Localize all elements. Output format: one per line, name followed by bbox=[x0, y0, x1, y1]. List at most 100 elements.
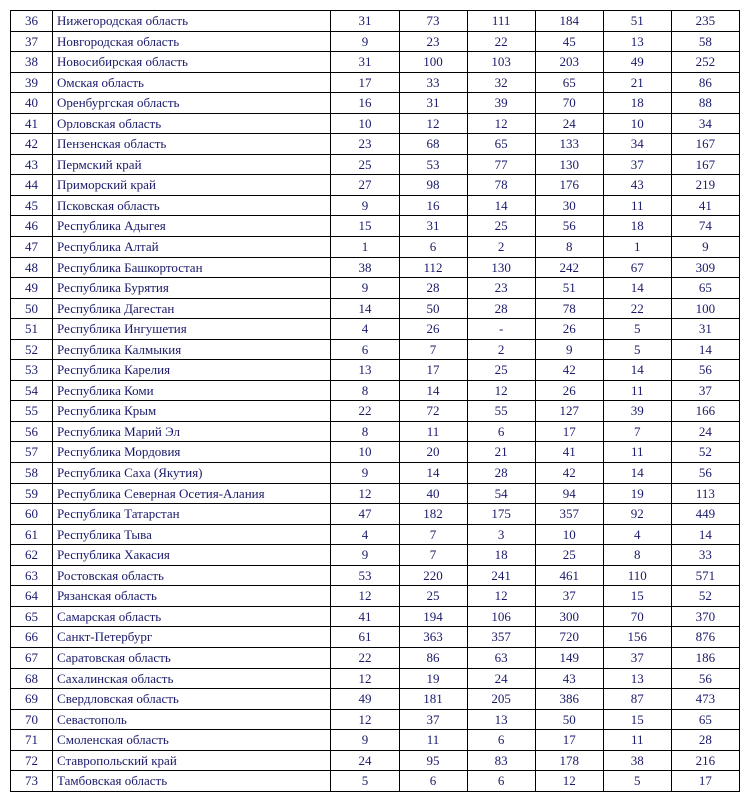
value-cell: 6 bbox=[331, 339, 399, 360]
value-cell: 216 bbox=[671, 750, 739, 771]
row-number: 65 bbox=[11, 606, 53, 627]
value-cell: 65 bbox=[467, 134, 535, 155]
value-cell: 37 bbox=[535, 586, 603, 607]
value-cell: 10 bbox=[331, 442, 399, 463]
value-cell: 18 bbox=[603, 93, 671, 114]
table-row: 50Республика Дагестан1450287822100 bbox=[11, 298, 740, 319]
value-cell: 28 bbox=[467, 463, 535, 484]
value-cell: 12 bbox=[467, 586, 535, 607]
value-cell: 6 bbox=[399, 771, 467, 792]
value-cell: 5 bbox=[603, 771, 671, 792]
value-cell: 14 bbox=[603, 463, 671, 484]
table-row: 72Ставропольский край24958317838216 bbox=[11, 750, 740, 771]
region-name: Пензенская область bbox=[53, 134, 331, 155]
value-cell: 1 bbox=[331, 237, 399, 258]
table-row: 53Республика Карелия131725421456 bbox=[11, 360, 740, 381]
value-cell: 106 bbox=[467, 606, 535, 627]
value-cell: 113 bbox=[671, 483, 739, 504]
table-row: 57Республика Мордовия102021411152 bbox=[11, 442, 740, 463]
value-cell: 12 bbox=[331, 483, 399, 504]
value-cell: 127 bbox=[535, 401, 603, 422]
value-cell: 103 bbox=[467, 52, 535, 73]
value-cell: 111 bbox=[467, 11, 535, 32]
value-cell: 14 bbox=[399, 380, 467, 401]
table-row: 42Пензенская область23686513334167 bbox=[11, 134, 740, 155]
value-cell: 26 bbox=[535, 380, 603, 401]
value-cell: 309 bbox=[671, 257, 739, 278]
value-cell: 24 bbox=[535, 113, 603, 134]
value-cell: 39 bbox=[467, 93, 535, 114]
table-row: 47Республика Алтай162819 bbox=[11, 237, 740, 258]
table-row: 64Рязанская область122512371552 bbox=[11, 586, 740, 607]
value-cell: 55 bbox=[467, 401, 535, 422]
value-cell: 34 bbox=[603, 134, 671, 155]
value-cell: 28 bbox=[467, 298, 535, 319]
row-number: 63 bbox=[11, 565, 53, 586]
value-cell: 25 bbox=[535, 545, 603, 566]
value-cell: 83 bbox=[467, 750, 535, 771]
region-name: Республика Алтай bbox=[53, 237, 331, 258]
value-cell: 50 bbox=[399, 298, 467, 319]
value-cell: 11 bbox=[399, 730, 467, 751]
row-number: 60 bbox=[11, 504, 53, 525]
value-cell: 8 bbox=[331, 380, 399, 401]
value-cell: 28 bbox=[671, 730, 739, 751]
row-number: 71 bbox=[11, 730, 53, 751]
value-cell: 9 bbox=[331, 278, 399, 299]
value-cell: 21 bbox=[467, 442, 535, 463]
value-cell: 6 bbox=[399, 237, 467, 258]
value-cell: 12 bbox=[467, 113, 535, 134]
table-row: 54Республика Коми81412261137 bbox=[11, 380, 740, 401]
region-name: Свердловская область bbox=[53, 689, 331, 710]
value-cell: 12 bbox=[331, 709, 399, 730]
value-cell: 37 bbox=[603, 647, 671, 668]
value-cell: 9 bbox=[331, 195, 399, 216]
value-cell: 70 bbox=[603, 606, 671, 627]
value-cell: 43 bbox=[603, 175, 671, 196]
row-number: 40 bbox=[11, 93, 53, 114]
region-name: Республика Башкортостан bbox=[53, 257, 331, 278]
value-cell: 241 bbox=[467, 565, 535, 586]
value-cell: 2 bbox=[467, 237, 535, 258]
region-name: Нижегородская область bbox=[53, 11, 331, 32]
value-cell: 175 bbox=[467, 504, 535, 525]
value-cell: 73 bbox=[399, 11, 467, 32]
row-number: 43 bbox=[11, 154, 53, 175]
value-cell: 149 bbox=[535, 647, 603, 668]
value-cell: 363 bbox=[399, 627, 467, 648]
value-cell: 876 bbox=[671, 627, 739, 648]
value-cell: 176 bbox=[535, 175, 603, 196]
value-cell: 13 bbox=[603, 31, 671, 52]
value-cell: 52 bbox=[671, 442, 739, 463]
table-row: 45Псковская область91614301141 bbox=[11, 195, 740, 216]
value-cell: 32 bbox=[467, 72, 535, 93]
row-number: 38 bbox=[11, 52, 53, 73]
value-cell: 24 bbox=[467, 668, 535, 689]
region-name: Республика Дагестан bbox=[53, 298, 331, 319]
value-cell: 9 bbox=[535, 339, 603, 360]
row-number: 49 bbox=[11, 278, 53, 299]
value-cell: 31 bbox=[399, 93, 467, 114]
value-cell: 14 bbox=[603, 360, 671, 381]
value-cell: 12 bbox=[535, 771, 603, 792]
table-row: 69Свердловская область4918120538687473 bbox=[11, 689, 740, 710]
value-cell: 65 bbox=[671, 709, 739, 730]
table-row: 61Республика Тыва47310414 bbox=[11, 524, 740, 545]
value-cell: 49 bbox=[603, 52, 671, 73]
value-cell: 14 bbox=[331, 298, 399, 319]
value-cell: 25 bbox=[399, 586, 467, 607]
row-number: 36 bbox=[11, 11, 53, 32]
value-cell: 63 bbox=[467, 647, 535, 668]
region-name: Псковская область bbox=[53, 195, 331, 216]
value-cell: 26 bbox=[399, 319, 467, 340]
value-cell: 41 bbox=[671, 195, 739, 216]
value-cell: 156 bbox=[603, 627, 671, 648]
region-name: Ростовская область bbox=[53, 565, 331, 586]
value-cell: 56 bbox=[671, 668, 739, 689]
value-cell: 6 bbox=[467, 421, 535, 442]
table-row: 39Омская область173332652186 bbox=[11, 72, 740, 93]
value-cell: 19 bbox=[399, 668, 467, 689]
table-row: 65Самарская область4119410630070370 bbox=[11, 606, 740, 627]
value-cell: 219 bbox=[671, 175, 739, 196]
value-cell: 4 bbox=[331, 319, 399, 340]
